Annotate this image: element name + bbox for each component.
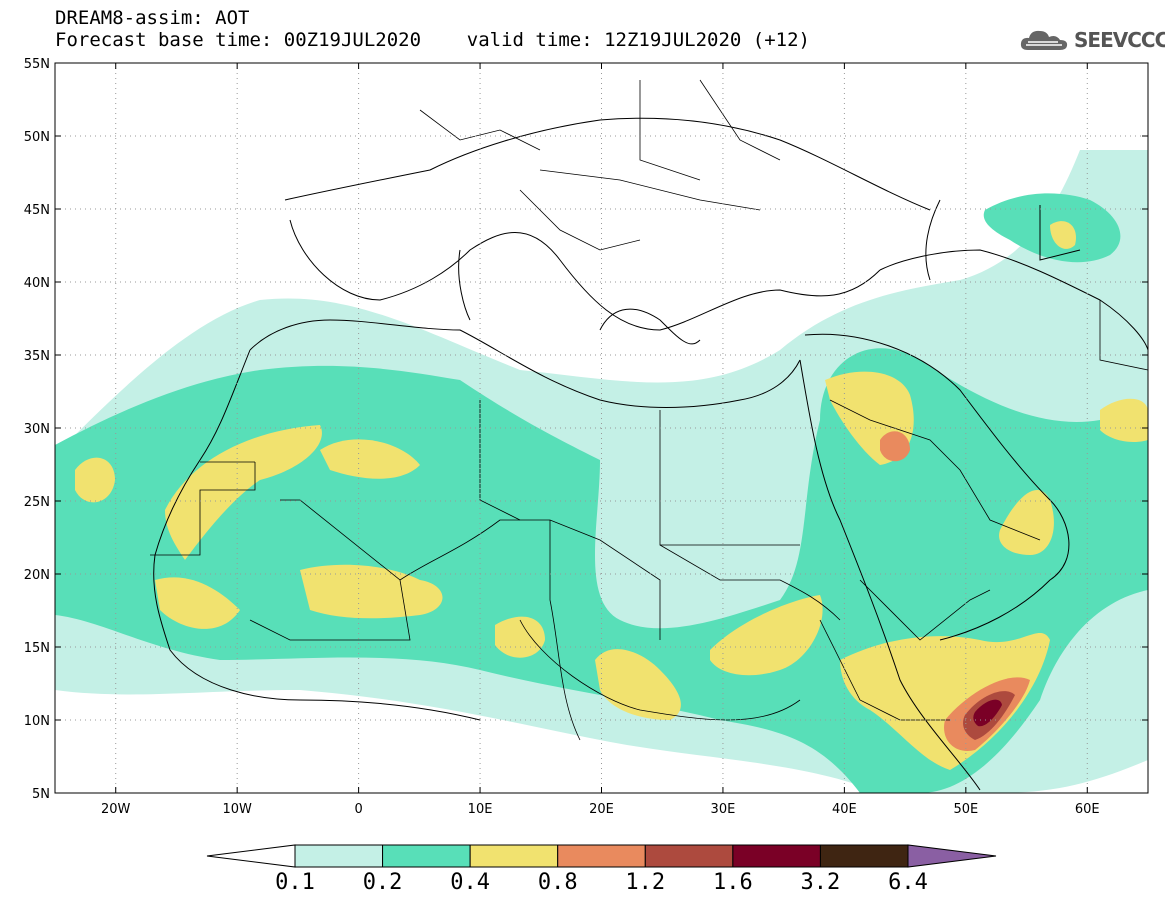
colorbar-swatch [469, 844, 559, 868]
country-borders [150, 79, 1148, 741]
brand-name: SEEVCCC [1074, 28, 1165, 52]
x-tick-label: 30E [711, 802, 736, 817]
colorbar: 0.1 0.2 0.4 0.8 1.2 1.6 3.2 6.4 [206, 844, 997, 895]
y-tick-label: 25N [24, 495, 50, 510]
x-tick-label: 50E [953, 802, 978, 817]
x-axis: 20W 10W 0 10E 20E 30E 40E 50E 60E [101, 63, 1100, 817]
colorbar-swatch [294, 844, 384, 868]
colorbar-label: 0.4 [450, 870, 490, 895]
x-tick-label: 40E [832, 802, 857, 817]
x-tick-label: 20W [101, 802, 131, 817]
y-tick-label: 45N [24, 203, 50, 218]
cloud-logo-icon [1020, 30, 1068, 50]
y-tick-label: 5N [32, 787, 50, 802]
y-tick-label: 30N [24, 422, 50, 437]
colorbar-label: 1.2 [625, 870, 665, 895]
forecast-times: Forecast base time: 00Z19JUL2020 valid t… [55, 29, 810, 51]
y-tick-label: 50N [24, 130, 50, 145]
brand-logo: SEEVCCC [1018, 24, 1165, 56]
colorbar-label: 0.2 [363, 870, 403, 895]
y-tick-label: 10N [24, 714, 50, 729]
colorbar-label: 0.8 [538, 870, 578, 895]
colorbar-swatch [382, 844, 471, 868]
x-tick-label: 60E [1075, 802, 1100, 817]
colorbar-over-arrow [907, 844, 997, 868]
aot-contours [55, 150, 1148, 793]
aot-band-0.8 [880, 431, 910, 462]
colorbar-swatch [557, 844, 646, 868]
colorbar-swatch [732, 844, 821, 868]
coastlines [153, 117, 1148, 791]
grid-lines [55, 63, 1148, 793]
y-tick-label: 20N [24, 568, 50, 583]
map-title: DREAM8-assim: AOT [55, 7, 250, 29]
x-tick-label: 20E [589, 802, 614, 817]
colorbar-label: 0.1 [275, 870, 315, 895]
colorbar-label: 1.6 [713, 870, 753, 895]
colorbar-swatch [644, 844, 734, 868]
y-axis: 55N 50N 45N 40N 35N 30N 25N 20N 15N 10N 5N [24, 57, 1148, 802]
y-tick-label: 15N [24, 641, 50, 656]
colorbar-swatch [819, 844, 909, 868]
colorbar-label: 6.4 [888, 870, 928, 895]
aot-band-0.4 [75, 221, 1148, 770]
y-tick-label: 40N [24, 276, 50, 291]
x-tick-label: 10E [468, 802, 493, 817]
x-tick-label: 0 [354, 802, 362, 817]
colorbar-label: 3.2 [801, 870, 841, 895]
x-tick-label: 10W [222, 802, 252, 817]
y-tick-label: 35N [24, 349, 50, 364]
colorbar-under-arrow [206, 844, 296, 868]
y-tick-label: 55N [24, 57, 50, 72]
